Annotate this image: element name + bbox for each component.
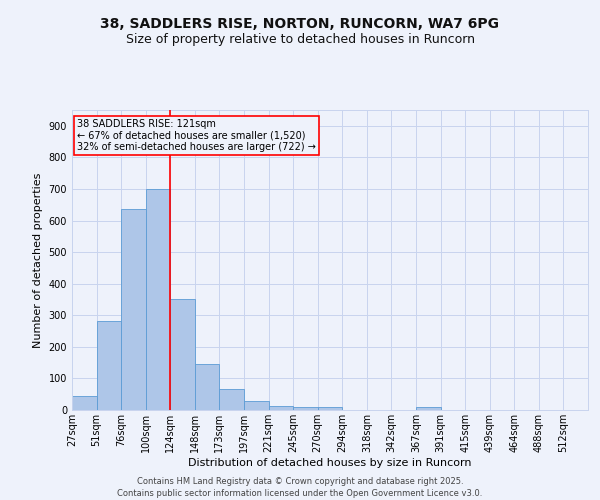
X-axis label: Distribution of detached houses by size in Runcorn: Distribution of detached houses by size … (188, 458, 472, 468)
Y-axis label: Number of detached properties: Number of detached properties (33, 172, 43, 348)
Text: Size of property relative to detached houses in Runcorn: Size of property relative to detached ho… (125, 32, 475, 46)
Bar (269, 406, 293, 410)
Bar (72, 396, 97, 410)
Bar (195, 364, 220, 410)
Bar (293, 407, 318, 410)
Bar (121, 210, 146, 410)
Bar (146, 189, 170, 410)
Bar (318, 408, 342, 410)
Bar (244, 400, 269, 410)
Text: Contains HM Land Registry data © Crown copyright and database right 2025.
Contai: Contains HM Land Registry data © Crown c… (118, 476, 482, 498)
Text: 38 SADDLERS RISE: 121sqm
← 67% of detached houses are smaller (1,520)
32% of sem: 38 SADDLERS RISE: 121sqm ← 67% of detach… (77, 119, 316, 152)
Text: 38, SADDLERS RISE, NORTON, RUNCORN, WA7 6PG: 38, SADDLERS RISE, NORTON, RUNCORN, WA7 … (101, 18, 499, 32)
Bar (220, 390, 244, 410)
Bar (416, 408, 440, 410)
Bar (170, 300, 195, 410)
Bar (97, 321, 121, 410)
